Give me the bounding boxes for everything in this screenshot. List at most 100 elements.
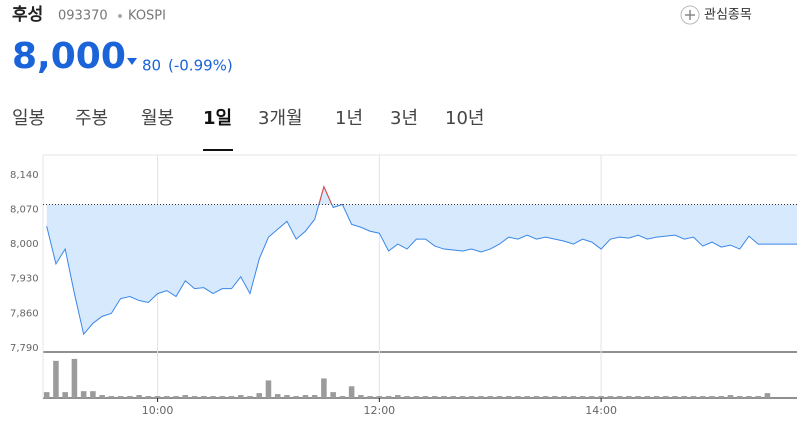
stock-name: 후성	[12, 4, 43, 25]
volume-bar	[274, 394, 281, 398]
volume-bar	[302, 395, 309, 398]
volume-bar	[395, 395, 401, 398]
period-tab[interactable]: 주봉	[75, 108, 108, 129]
volume-bar	[542, 396, 549, 398]
period-tab[interactable]: 일봉	[12, 108, 45, 129]
volume-bar	[367, 396, 373, 398]
period-tab[interactable]: 1일	[203, 108, 232, 129]
volume-bar	[376, 396, 383, 398]
volume-bar	[339, 396, 346, 398]
y-tick-label: 8,070	[10, 204, 39, 215]
volume-bar	[53, 360, 59, 398]
y-tick-label: 7,860	[10, 308, 39, 319]
volume-bar	[736, 396, 743, 398]
volume-bar	[533, 396, 540, 398]
volume-bar	[413, 396, 420, 398]
volume-bar	[154, 396, 161, 398]
volume-bar	[173, 396, 179, 398]
volume-bar	[62, 392, 68, 398]
volume-bar	[635, 396, 641, 398]
volume-bar	[164, 396, 170, 398]
volume-bar	[441, 396, 447, 398]
volume-bar	[293, 396, 299, 398]
y-tick-label: 8,140	[10, 170, 39, 181]
volume-bar	[690, 396, 697, 398]
separator	[118, 14, 122, 18]
y-tick-label: 7,790	[10, 343, 39, 354]
change: 80	[142, 57, 161, 75]
plus-icon	[680, 5, 700, 25]
volume-bar	[247, 396, 253, 398]
volume-bar	[265, 380, 272, 398]
volume-bar	[182, 395, 189, 398]
volume-bar	[496, 396, 503, 398]
volume-bar	[616, 396, 623, 398]
watch-label[interactable]: 관심종목	[704, 8, 752, 23]
volume-bar	[136, 395, 142, 398]
x-tick-label: 12:00	[363, 404, 395, 417]
volume-bar	[256, 393, 262, 398]
period-tab[interactable]: 10년	[445, 108, 484, 129]
area-fill	[46, 186, 797, 335]
volume-bar	[321, 378, 327, 398]
volume-bar	[524, 396, 530, 398]
volume-bar	[228, 396, 235, 398]
volume-bar	[71, 358, 78, 398]
period-tab[interactable]: 1년	[335, 108, 363, 129]
volume-bar	[468, 396, 475, 398]
volume-bar	[330, 392, 336, 398]
volume-bar	[653, 396, 660, 398]
volume-bar	[210, 396, 216, 398]
volume-bar	[201, 396, 207, 398]
volume-bar	[764, 393, 771, 398]
market: KOSPI	[128, 9, 166, 24]
volume-bar	[746, 396, 752, 398]
x-tick-label: 14:00	[585, 404, 617, 417]
y-tick-label: 7,930	[10, 274, 39, 285]
volume-bar	[487, 396, 493, 398]
price-line	[46, 185, 797, 336]
volume-bar	[626, 396, 632, 398]
volume-bar	[672, 396, 678, 398]
volume-bar	[570, 396, 577, 398]
volume-bar	[108, 396, 115, 398]
volume-bar	[644, 396, 651, 398]
volume-bar	[681, 396, 688, 398]
watch-button[interactable]: 관심종목	[680, 5, 752, 25]
change-pct: (-0.99%)	[168, 57, 233, 75]
volume-bar	[718, 396, 725, 398]
volume-bar	[80, 391, 87, 398]
volume-bar	[422, 396, 429, 398]
volume-bar	[127, 396, 133, 398]
volume-bar	[43, 392, 50, 398]
volume-bar	[727, 395, 734, 398]
volume-bar	[385, 396, 392, 398]
volume-bar	[699, 396, 706, 398]
period-tab[interactable]: 월봉	[141, 108, 174, 129]
volume-bar	[709, 396, 715, 398]
volume-bar	[191, 396, 198, 398]
stock-code: 093370	[58, 9, 108, 24]
period-tab[interactable]: 3개월	[258, 108, 303, 129]
period-tab[interactable]: 3년	[390, 108, 418, 129]
volume-bar	[561, 396, 567, 398]
price: 8,000	[12, 36, 126, 77]
volume-bar	[432, 396, 438, 398]
volume-bar	[145, 396, 152, 398]
volume-bar	[219, 396, 226, 398]
plus-sign	[685, 10, 695, 20]
volume-bar	[607, 396, 614, 398]
volume-bar	[404, 396, 410, 398]
volume-bar	[598, 396, 604, 398]
volume-bar	[311, 395, 318, 398]
volume-bar	[90, 391, 96, 398]
volume-bar	[552, 396, 558, 398]
volume-bar	[237, 395, 244, 398]
volume-bar	[348, 386, 355, 398]
y-tick-label: 8,000	[10, 239, 39, 250]
x-tick-label: 10:00	[142, 404, 174, 417]
volume-bar	[117, 396, 124, 398]
volume-bar	[589, 396, 595, 398]
period-tabs: 일봉 주봉 월봉 1일 3개월 1년 3년 10년	[12, 108, 484, 151]
